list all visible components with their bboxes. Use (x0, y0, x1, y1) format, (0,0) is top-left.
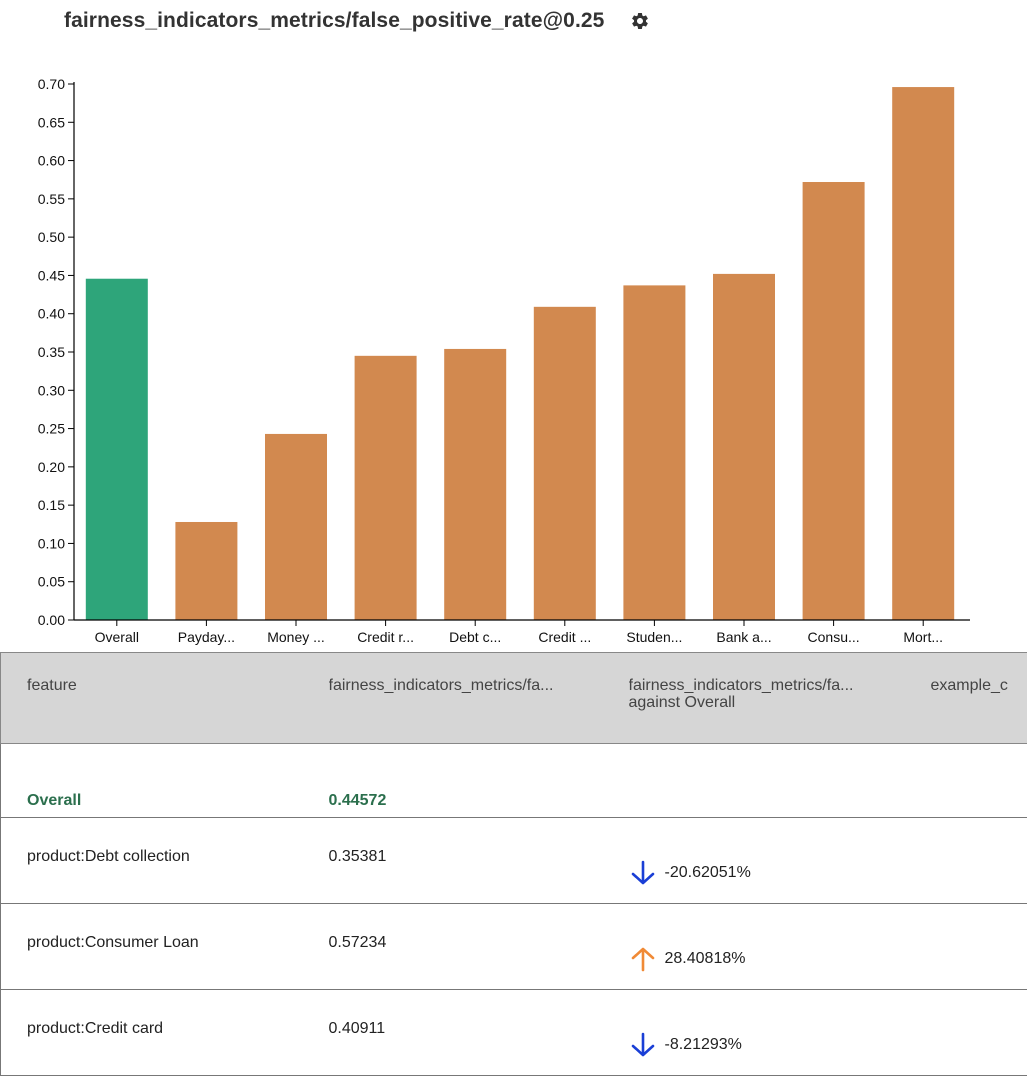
bar (713, 273, 775, 620)
bar (354, 355, 417, 620)
x-tick-label: Credit ... (538, 629, 591, 645)
y-tick-label: 0.50 (38, 229, 65, 245)
bar (85, 278, 148, 620)
cell-example-count (931, 990, 1027, 1076)
cell-diff (629, 744, 931, 818)
y-tick-label: 0.15 (38, 497, 65, 513)
x-tick-label: Studen... (626, 629, 682, 645)
y-tick-label: 0.20 (38, 459, 65, 475)
cell-diff: -8.21293% (629, 990, 931, 1076)
y-tick-label: 0.25 (38, 421, 65, 437)
cell-feature: product:Credit card (27, 1020, 164, 1037)
diff-percent: -20.62051% (664, 864, 751, 881)
cell-value: 0.57234 (328, 934, 387, 951)
x-tick-label: Payday... (178, 629, 235, 645)
arrow-down-icon (629, 860, 657, 886)
column-header-metric-against-overall[interactable]: fairness_indicators_metrics/fa... agains… (629, 653, 931, 744)
column-header-metric-name: fairness_indicators_metrics/fa... (628, 677, 854, 694)
x-tick-label: Overall (95, 629, 139, 645)
cell-feature: Overall (27, 792, 82, 809)
table-row[interactable]: product:Credit card 0.40911 -8.21293% (0, 989, 1027, 1076)
column-header-metric-sub: against Overall (628, 694, 736, 711)
column-header-example-count[interactable]: example_c (930, 677, 1008, 694)
arrow-down-icon (629, 1032, 657, 1058)
diff-percent: 28.40818% (664, 950, 746, 967)
x-tick-label: Mort... (903, 629, 943, 645)
bar (802, 182, 865, 621)
arrow-up-icon (629, 946, 657, 972)
bar (444, 348, 507, 620)
cell-feature: product:Debt collection (27, 848, 190, 865)
bar (623, 285, 686, 620)
bar-chart: 0.00 0.05 0.10 0.15 0.20 0.25 0.30 0.35 0.40 0.45… (38, 76, 970, 645)
column-header-feature[interactable]: feature (27, 677, 77, 694)
y-tick-label: 0.40 (38, 306, 65, 322)
y-tick-label: 0.30 (38, 382, 65, 398)
bar (175, 521, 238, 620)
chart-header: fairness_indicators_metrics/false_positi… (64, 4, 650, 38)
cell-example-count (931, 818, 1027, 904)
y-tick-label: 0.10 (38, 535, 65, 551)
column-header-metric[interactable]: fairness_indicators_metrics/fa... (328, 677, 554, 694)
y-tick-label: 0.35 (38, 344, 65, 360)
cell-diff: 28.40818% (629, 904, 931, 990)
table-row[interactable]: product:Debt collection 0.35381 -20.62051% (0, 817, 1027, 904)
cell-value: 0.40911 (328, 1020, 386, 1037)
y-tick-label: 0.00 (38, 612, 65, 628)
x-tick-label: Bank a... (716, 629, 771, 645)
y-tick-label: 0.45 (38, 267, 65, 283)
gear-icon[interactable] (630, 11, 650, 31)
bar (892, 87, 955, 620)
x-tick-label: Debt c... (449, 629, 501, 645)
bar (265, 433, 327, 620)
chart-title: fairness_indicators_metrics/false_positi… (64, 9, 605, 32)
bar (533, 306, 596, 620)
y-tick-label: 0.70 (38, 76, 65, 92)
diff-percent: -8.21293% (664, 1036, 742, 1053)
table-row[interactable]: product:Consumer Loan 0.57234 28.40818% (0, 903, 1027, 990)
y-tick-label: 0.05 (38, 574, 65, 590)
table-header-row: feature fairness_indicators_metrics/fa..… (0, 652, 1027, 744)
y-tick-label: 0.60 (38, 153, 65, 169)
y-tick-label: 0.65 (38, 114, 65, 130)
cell-example-count (931, 904, 1027, 990)
cell-value: 0.35381 (328, 848, 387, 865)
x-tick-label: Consu... (808, 629, 860, 645)
cell-feature: product:Consumer Loan (27, 934, 199, 951)
cell-diff: -20.62051% (629, 818, 931, 904)
x-tick-label: Money ... (267, 629, 325, 645)
cell-value: 0.44572 (328, 792, 387, 809)
table-row[interactable]: Overall 0.44572 (0, 743, 1027, 818)
cell-example-count (931, 744, 1027, 818)
metrics-table: feature fairness_indicators_metrics/fa..… (0, 652, 1027, 1090)
y-tick-label: 0.55 (38, 191, 65, 207)
x-tick-label: Credit r... (357, 629, 414, 645)
